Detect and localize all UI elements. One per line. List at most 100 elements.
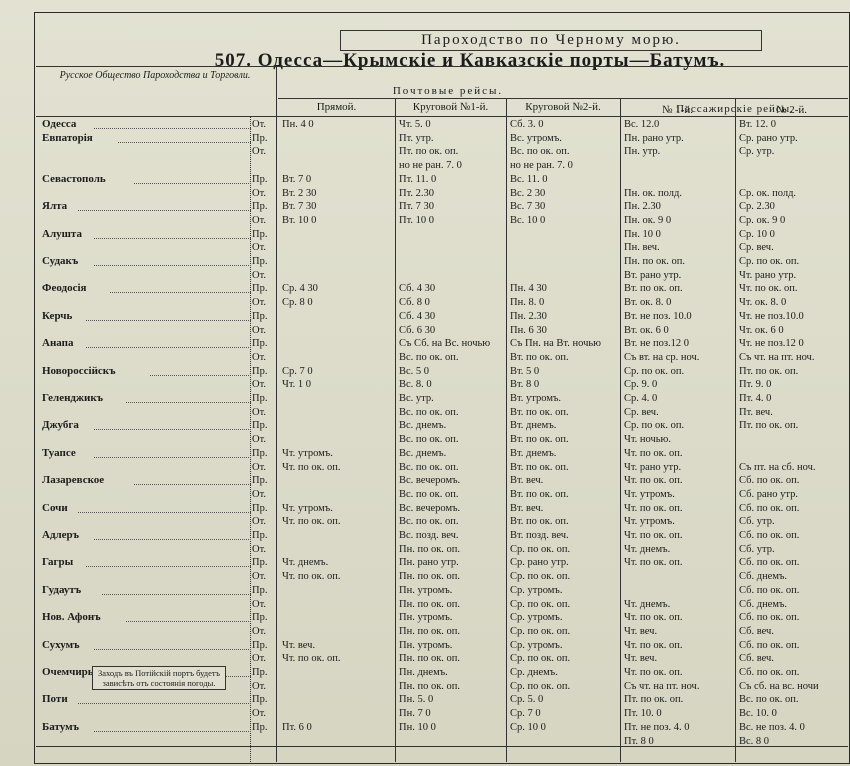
schedule-entry: Ср. утромъ. (510, 639, 563, 651)
schedule-entry: Вс. 7 30 (510, 201, 546, 213)
schedule-entry: Вс. по ок. оп. (399, 406, 459, 418)
schedule-entry: Чт. утромъ. (624, 488, 675, 500)
schedule-entry: Чт. по ок. оп. (282, 461, 341, 473)
arrival-departure-mark: Пр. (252, 365, 268, 377)
schedule-entry: Ср. 8 0 (282, 297, 313, 309)
schedule-entry: Пн. 2.30 (510, 310, 547, 322)
schedule-entry: Сб. по ок. оп. (739, 584, 800, 596)
schedule-entry: Чт. веч. (282, 639, 316, 651)
arrival-departure-mark: Пр. (252, 420, 268, 432)
schedule-entry: Пт. 2.30 (399, 187, 435, 199)
rule (735, 98, 736, 762)
schedule-entry: Вт. ок. 6 0 (624, 324, 669, 336)
schedule-entry: Пт. 4. 0 (739, 393, 772, 404)
schedule-entry: Пт. веч. (739, 406, 773, 418)
leader (94, 539, 251, 540)
schedule-entry: Вт. 5 0 (510, 365, 540, 377)
schedule-entry: Пн. по ок. оп. (399, 571, 461, 583)
rule (36, 746, 848, 748)
schedule-entry: Вт. по ок. оп. (510, 434, 569, 446)
schedule-entry: Вс. 11. 0 (510, 173, 548, 185)
arrival-departure-mark: Пр. (252, 201, 268, 213)
arrival-departure-mark: От. (252, 516, 267, 528)
station-name: Судакъ (42, 255, 79, 267)
schedule-entry: Сб. по ок. оп. (739, 667, 800, 678)
schedule-entry: Вт. по ок. оп. (510, 351, 569, 363)
leader (86, 347, 251, 349)
schedule-entry: Сб. днемъ. (739, 571, 788, 583)
schedule-entry: Ср. 10 0 (510, 721, 546, 733)
schedule-entry: Вс. 8 0 (739, 735, 770, 747)
schedule-entry: Пт. 9. 0 (739, 379, 772, 391)
schedule-entry: Ср. по ок. оп. (510, 571, 571, 583)
station-name: Адлеръ (42, 529, 80, 541)
schedule-entry: Вс. 5 0 (399, 365, 430, 377)
leader (150, 374, 251, 376)
column-header: Прямой. (316, 101, 357, 113)
schedule-entry: Чт. не поз.12 0 (739, 338, 804, 350)
schedule-entry: Вс. вечеромъ. (399, 502, 461, 514)
arrival-departure-mark: От. (252, 269, 267, 281)
schedule-entry: Ср. 10 0 (739, 228, 775, 240)
station-name: Ялта (42, 200, 68, 213)
rule (276, 66, 277, 762)
station-name: Сочи (42, 501, 68, 514)
schedule-entry: Чт. утромъ. (624, 516, 675, 528)
leader (94, 265, 251, 266)
company: Русское Общество Пароходства и Торговли. (59, 70, 251, 81)
schedule-entry: Вс. утромъ. (510, 132, 562, 144)
schedule-entry: Вт. веч. (510, 475, 544, 487)
arrival-departure-mark: Пр. (252, 393, 268, 404)
schedule-entry: Чт. утромъ. (282, 502, 333, 514)
arrival-departure-mark: От. (252, 187, 267, 199)
schedule-entry: Чт. ок. 8. 0 (739, 297, 787, 309)
schedule-entry: Ср. по ок. оп. (739, 256, 800, 267)
station-name: Анапа (42, 337, 74, 350)
arrival-departure-mark: От. (252, 708, 267, 720)
schedule-entry: Вс. позд. веч. (399, 530, 459, 541)
schedule-entry: Пн. по ок. оп. (399, 625, 461, 637)
schedule-entry: Вт. утромъ. (510, 393, 562, 404)
schedule-entry: Ср. рано утр. (739, 132, 798, 144)
arrival-departure-mark: Пр. (252, 612, 268, 624)
schedule-entry: Вс. 2 30 (510, 187, 546, 199)
schedule-entry: Вт. днемъ. (510, 447, 557, 459)
schedule-entry: Сб. по ок. оп. (739, 639, 800, 651)
station-name: Поти (42, 693, 68, 706)
schedule-entry: Съ вт. на ср. ноч. (624, 351, 700, 363)
schedule-entry: Ср. по ок. оп. (510, 625, 571, 637)
schedule-entry: Чт. по ок. оп. (624, 612, 683, 624)
rule (250, 116, 251, 762)
arrival-departure-mark: Пр. (252, 338, 268, 350)
station-name: Евпаторія (42, 131, 93, 144)
schedule-entry: Вс. 8. 0 (399, 379, 432, 391)
rule (36, 66, 848, 67)
leader (94, 456, 251, 458)
station-name: Гагры (42, 556, 74, 569)
schedule-entry: Вс. по ок. оп. (399, 461, 459, 473)
station-name: Новороссійскъ (42, 364, 116, 377)
schedule-entry: Чт. по ок. оп. (624, 557, 683, 569)
schedule-entry: Пн. 4 30 (510, 283, 547, 295)
schedule-entry: Вс. по ок. оп. (510, 146, 570, 158)
schedule-entry: Ср. утр. (739, 146, 775, 158)
group-header: Почтовые рейсы. (392, 85, 504, 97)
schedule-entry: Пт. по ок. оп. (624, 694, 684, 706)
schedule-entry: Сб. по ок. оп. (739, 612, 800, 624)
arrival-departure-mark: От. (252, 297, 267, 309)
schedule-entry: Вт. 7 30 (282, 201, 317, 213)
schedule-entry: Ср. по ок. оп. (510, 653, 571, 665)
leader (78, 511, 251, 513)
schedule-entry: Ср. рано утр. (510, 557, 569, 569)
schedule-entry: Сб. по ок. оп. (739, 475, 800, 487)
schedule-entry: Вт. 12. 0 (739, 119, 777, 130)
schedule-entry: Ср. по ок. оп. (510, 680, 571, 692)
schedule-entry: Пн. 5. 0 (399, 694, 434, 706)
schedule-entry: Сб. днемъ. (739, 598, 788, 610)
schedule-entry: Ср. по ок. оп. (624, 365, 685, 377)
arrival-departure-mark: От. (252, 680, 267, 692)
leader (78, 703, 251, 705)
station-name: Джубга (42, 419, 79, 432)
arrival-departure-mark: От. (252, 214, 267, 226)
schedule-entry: Сб. по ок. оп. (739, 530, 800, 541)
